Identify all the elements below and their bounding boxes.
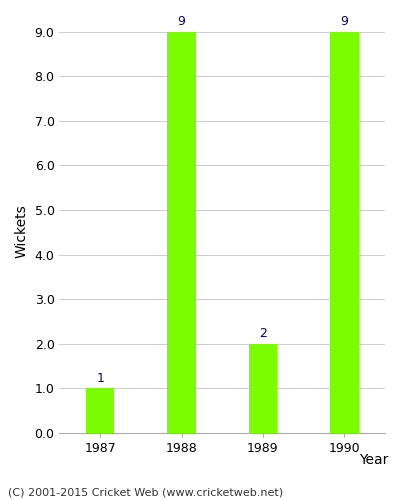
Text: 9: 9 — [340, 15, 348, 28]
Bar — [86, 388, 114, 433]
Text: 1: 1 — [96, 372, 104, 385]
Y-axis label: Wickets: Wickets — [15, 204, 29, 258]
Bar — [330, 32, 358, 433]
Text: 2: 2 — [259, 327, 267, 340]
Text: Year: Year — [359, 452, 388, 466]
Bar — [249, 344, 277, 433]
Text: 9: 9 — [178, 15, 186, 28]
Text: (C) 2001-2015 Cricket Web (www.cricketweb.net): (C) 2001-2015 Cricket Web (www.cricketwe… — [8, 488, 283, 498]
Bar — [167, 32, 196, 433]
